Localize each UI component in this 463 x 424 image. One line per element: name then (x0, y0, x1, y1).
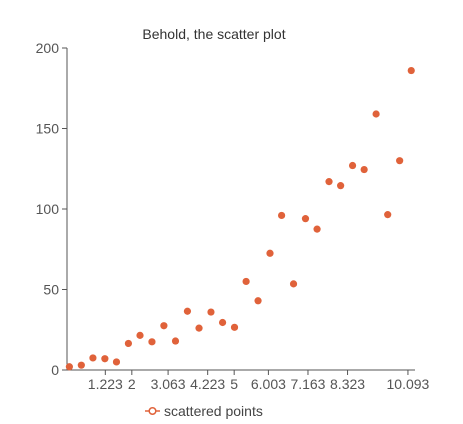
y-tick-label: 0 (51, 362, 59, 378)
x-tick-label: 10.093 (387, 376, 430, 392)
scatter-point[interactable] (148, 338, 156, 346)
scatter-point[interactable] (289, 280, 298, 288)
scatter-point[interactable] (396, 157, 404, 165)
x-tick-label: 7.163 (290, 376, 325, 392)
scatter-point[interactable] (171, 337, 180, 345)
y-tick-label: 200 (36, 40, 60, 56)
scatter-point[interactable] (278, 211, 286, 220)
scatter-points (65, 66, 415, 371)
legend-label: scattered points (164, 403, 263, 419)
scatter-point[interactable] (337, 182, 345, 190)
scatter-point[interactable] (301, 215, 310, 223)
x-tick-label: 5 (230, 376, 238, 392)
x-tick-label: 2 (128, 376, 136, 392)
legend[interactable]: scattered points (145, 403, 263, 419)
scatter-point[interactable] (183, 307, 192, 315)
scatter-point[interactable] (112, 358, 121, 366)
scatter-point[interactable] (101, 355, 109, 363)
scatter-point[interactable] (384, 211, 392, 219)
legend-marker-icon (148, 406, 157, 416)
y-tick-label: 100 (36, 201, 60, 217)
scatter-point[interactable] (160, 322, 168, 330)
scatter-point[interactable] (266, 249, 274, 257)
x-tick-label: 4.223 (190, 376, 225, 392)
scatter-point[interactable] (195, 324, 203, 332)
scatter-point[interactable] (89, 354, 97, 362)
y-tick-label: 150 (36, 121, 60, 137)
x-tick-label: 1.223 (88, 376, 123, 392)
scatter-point[interactable] (372, 110, 380, 118)
x-tick-label: 8.323 (330, 376, 365, 392)
chart-title: Behold, the scatter plot (142, 26, 285, 42)
scatter-point[interactable] (360, 165, 368, 174)
scatter-point[interactable] (218, 318, 227, 327)
x-ticks: 1.223 2 3.063 4.223 5 6.003 7.163 8.323 10.093 (88, 370, 430, 392)
y-tick-label: 50 (43, 282, 59, 298)
scatter-point[interactable] (77, 361, 85, 369)
scatter-point[interactable] (207, 308, 215, 316)
scatter-point[interactable] (325, 178, 333, 186)
scatter-point[interactable] (254, 297, 262, 305)
scatter-point[interactable] (348, 161, 357, 170)
scatter-point[interactable] (230, 323, 239, 331)
scatter-point[interactable] (136, 331, 144, 339)
x-tick-label: 6.003 (251, 376, 286, 392)
y-ticks: 0 50 100 150 200 (36, 40, 67, 378)
scatter-point[interactable] (313, 225, 321, 233)
scatter-point[interactable] (124, 339, 133, 348)
scatter-point[interactable] (242, 277, 250, 286)
scatter-point[interactable] (65, 363, 73, 371)
x-tick-label: 3.063 (151, 376, 186, 392)
scatter-point[interactable] (407, 66, 415, 75)
